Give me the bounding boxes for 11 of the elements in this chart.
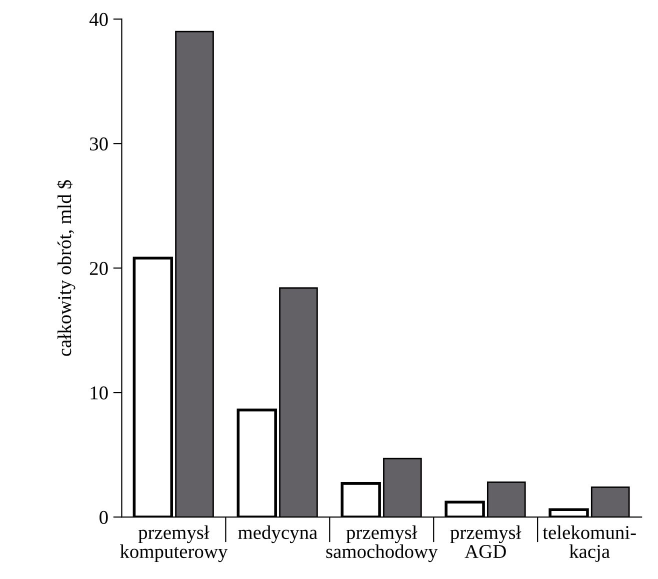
y-tick-label: 20 (90, 262, 108, 276)
x-tick-label: przemysł samochodowy (326, 525, 438, 562)
x-tick-label: przemysł komputerowy (120, 525, 228, 562)
y-tick-label: 10 (90, 386, 108, 400)
x-tick-label: telekomuni- kacja (542, 525, 636, 562)
y-axis-title: całkowity obrót, mld $ (56, 180, 76, 356)
y-tick-label: 40 (89, 12, 108, 26)
y-tick-label: 30 (90, 137, 108, 151)
y-tick-label: 0 (100, 510, 108, 524)
x-tick-label: przemysł AGD (450, 525, 522, 558)
x-tick-label: medycyna (238, 525, 318, 544)
